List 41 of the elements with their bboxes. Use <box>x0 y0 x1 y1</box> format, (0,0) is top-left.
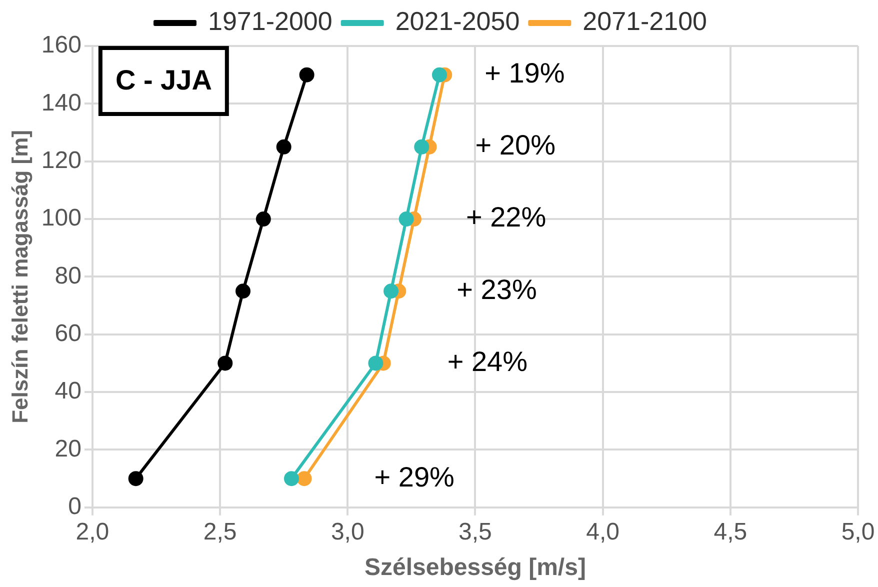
y-tick-label: 40 <box>54 378 82 405</box>
y-tick-label: 80 <box>54 262 82 290</box>
point <box>414 139 430 154</box>
y-tick-label: 160 <box>41 32 82 59</box>
point <box>384 284 399 299</box>
y-tick-label: 20 <box>54 435 82 462</box>
annotation: + 24% <box>447 346 528 377</box>
legend-label: 2071-2100 <box>582 6 708 36</box>
y-tick-label: 100 <box>41 204 82 232</box>
point <box>284 471 299 486</box>
point <box>432 67 447 82</box>
annotation: + 29% <box>374 461 454 492</box>
legend-label: 2021-2050 <box>395 6 520 36</box>
x-tick-label: 2,0 <box>76 518 110 546</box>
x-tick-label: 5,0 <box>841 518 875 546</box>
point <box>256 212 271 227</box>
annotation: + 19% <box>484 58 565 89</box>
x-tick-label: 3,5 <box>458 518 492 546</box>
annotation: C - JJA <box>115 64 212 96</box>
annotation: + 23% <box>456 274 537 305</box>
x-tick-label: 2,5 <box>203 518 237 546</box>
point <box>236 284 251 299</box>
annotation: + 20% <box>475 130 556 161</box>
x-tick-label: 3,0 <box>330 518 364 546</box>
x-axis-title: Szélsebesség [m/s] <box>364 554 586 582</box>
y-tick-label: 0 <box>68 493 82 520</box>
x-tick-label: 4,5 <box>714 518 748 546</box>
y-axis-title: Felszín feletti magasság [m] <box>7 130 32 424</box>
point <box>128 471 144 486</box>
y-tick-label: 60 <box>54 320 82 347</box>
point <box>398 212 414 227</box>
annotation: + 22% <box>466 202 546 233</box>
point <box>218 356 233 371</box>
legend-label: 1971-2000 <box>208 6 332 36</box>
x-tick-label: 4,0 <box>586 518 620 546</box>
point <box>368 356 384 371</box>
point <box>296 471 312 486</box>
point <box>276 139 292 154</box>
point <box>299 67 314 82</box>
y-tick-label: 140 <box>41 89 82 116</box>
y-tick-label: 120 <box>41 146 82 174</box>
